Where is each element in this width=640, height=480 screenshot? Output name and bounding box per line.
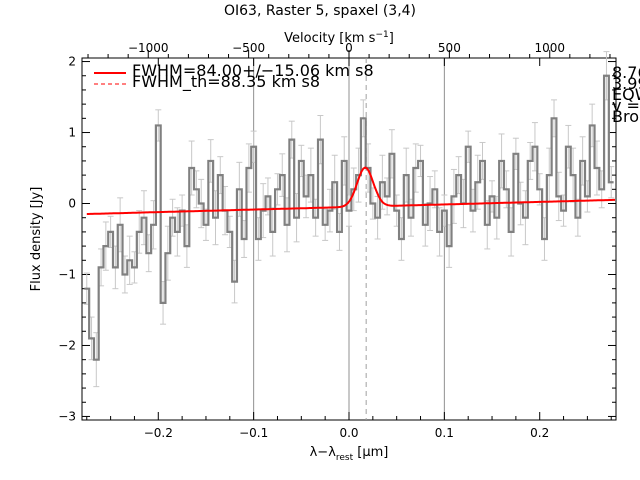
y-tick-label: −1 — [58, 267, 76, 281]
#000: 3.99σ8 — [612, 74, 640, 93]
x-tick-label: 0.2 — [530, 426, 549, 440]
#000: v = 84.97+/−8.62 km s8 — [612, 96, 640, 115]
top-tick-label: 500 — [438, 41, 461, 55]
top-tick-label: 1000 — [534, 41, 565, 55]
spectrum-line — [84, 74, 614, 361]
x-tick-label: −0.2 — [144, 426, 173, 440]
#000: 8.76e−18+/−2.19e−18 W m8 — [612, 63, 640, 82]
#ff0000: FWHM=84.00+/−15.06 km s8 — [132, 61, 374, 80]
y-tick-label: 1 — [68, 126, 76, 140]
top-tick-label: 0 — [345, 41, 353, 55]
y-tick-label: −2 — [58, 338, 76, 352]
#000: EQW = 3.14 μm8 — [612, 85, 640, 104]
top-tick-label: −500 — [232, 41, 265, 55]
x-tick-label: 0.1 — [435, 426, 454, 440]
y-tick-label: −3 — [58, 409, 76, 423]
plot-area: −0.2 −0.1 0.0 0.1 0.2 −1000 −500 0 500 1000 −3 −2 −1… — [29, 30, 640, 463]
x-tick-label: −0.1 — [239, 426, 268, 440]
y-tick-label: 0 — [68, 197, 76, 211]
top-axis-label: Velocity [km s−1] — [284, 30, 394, 46]
#000: Broadening = 0.00+/−0.00 km s8 — [612, 107, 640, 126]
chart-title: OI63, Raster 5, spaxel (3,4) — [224, 3, 416, 19]
top-tick-label: −1000 — [128, 41, 169, 55]
x-axis-label: λ−λrest [μm] — [310, 445, 389, 463]
y-axis-label: Flux density [Jy] — [29, 187, 44, 292]
x-tick-label: 0.0 — [339, 426, 358, 440]
y-tick-label: 2 — [68, 55, 76, 69]
fit-line — [86, 166, 615, 215]
#ff0000: FWHM_th=88.35 km s8 — [132, 72, 320, 92]
